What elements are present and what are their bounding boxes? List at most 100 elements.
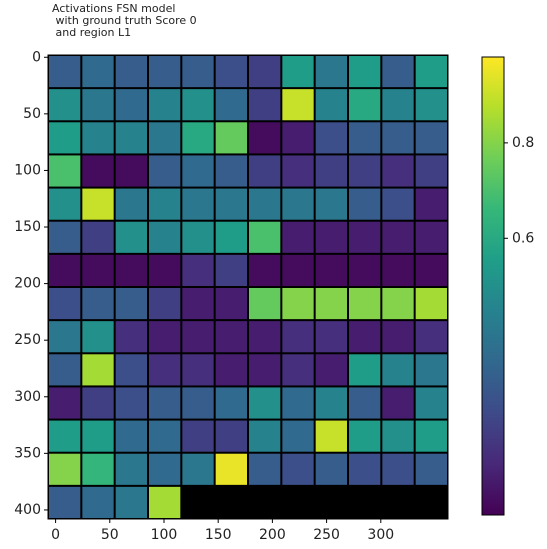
activation-tile (49, 486, 81, 518)
activation-tile (49, 89, 81, 121)
activation-tile (215, 56, 247, 88)
activation-tile (349, 122, 381, 154)
activation-tile (49, 321, 81, 353)
activation-tile (282, 420, 314, 452)
activation-tile (82, 420, 114, 452)
activation-tile (282, 155, 314, 187)
activation-tile (149, 122, 181, 154)
activation-tile (115, 354, 147, 386)
activation-tile (282, 56, 314, 88)
activation-tile (182, 354, 214, 386)
activation-tile (82, 387, 114, 419)
activation-tile (215, 387, 247, 419)
activation-tile (315, 56, 347, 88)
activation-tile (149, 288, 181, 320)
activation-tile (382, 288, 414, 320)
activation-tile (249, 155, 281, 187)
activation-tile (282, 354, 314, 386)
x-tick-label: 250 (313, 527, 340, 543)
activation-tile (182, 288, 214, 320)
activation-tile (349, 321, 381, 353)
activation-tile (349, 354, 381, 386)
activation-tile (115, 221, 147, 253)
activation-tile (215, 354, 247, 386)
activation-tile (249, 387, 281, 419)
activation-tile (382, 155, 414, 187)
activation-tile (49, 122, 81, 154)
activation-tile (282, 453, 314, 485)
activation-tile (49, 453, 81, 485)
activation-tile (349, 387, 381, 419)
activation-tile (115, 89, 147, 121)
activation-tile (282, 188, 314, 220)
activation-tile (349, 420, 381, 452)
activation-tile (149, 89, 181, 121)
y-tick-label: 100 (14, 162, 41, 178)
activation-tile (349, 89, 381, 121)
activation-tile (149, 221, 181, 253)
activation-tile (382, 188, 414, 220)
activation-tile (149, 254, 181, 286)
activation-tile (182, 56, 214, 88)
activation-tile (82, 122, 114, 154)
image-background (48, 55, 448, 519)
activation-tile (382, 221, 414, 253)
activation-tile (315, 420, 347, 452)
activation-tile (49, 221, 81, 253)
x-tick-label: 50 (101, 527, 119, 543)
activation-tile (349, 288, 381, 320)
activation-tile (282, 221, 314, 253)
activation-tile (249, 321, 281, 353)
activation-tile (182, 221, 214, 253)
colorbar (481, 56, 505, 516)
activation-tile (182, 420, 214, 452)
activation-tile (82, 188, 114, 220)
activation-tile (415, 155, 447, 187)
activation-tile (149, 420, 181, 452)
activation-tile (349, 254, 381, 286)
activation-tile (249, 254, 281, 286)
activation-tile (249, 354, 281, 386)
activation-tile (315, 387, 347, 419)
activation-tile (315, 254, 347, 286)
activation-tile (349, 155, 381, 187)
activation-tile (115, 420, 147, 452)
activation-tile (249, 221, 281, 253)
activation-tile (182, 89, 214, 121)
activation-tile (382, 254, 414, 286)
x-tick-label: 300 (367, 527, 394, 543)
activation-tile (49, 155, 81, 187)
occluder (507, 326, 547, 549)
activation-tile (49, 254, 81, 286)
activation-tile (215, 221, 247, 253)
activation-tile (115, 453, 147, 485)
y-tick-label: 50 (23, 106, 41, 122)
activation-tile (315, 321, 347, 353)
activation-tile (115, 321, 147, 353)
activation-tile (282, 387, 314, 419)
x-tick-label: 150 (205, 527, 232, 543)
activation-tile (282, 321, 314, 353)
activation-tile (149, 155, 181, 187)
activation-tile (249, 288, 281, 320)
activation-tile (382, 56, 414, 88)
activation-tile (82, 354, 114, 386)
activation-tile (82, 221, 114, 253)
activation-tile (349, 56, 381, 88)
activation-tile (415, 387, 447, 419)
colorbar-tick-label: 0.8 (512, 135, 534, 151)
activation-tile (115, 122, 147, 154)
activation-tile (182, 122, 214, 154)
activation-tile (282, 122, 314, 154)
activation-tile (315, 221, 347, 253)
activation-tile (382, 420, 414, 452)
activation-tile (115, 155, 147, 187)
y-tick-label: 0 (32, 49, 41, 65)
activation-tile (215, 89, 247, 121)
activation-tile (115, 188, 147, 220)
activation-tile (82, 155, 114, 187)
activation-tile (249, 188, 281, 220)
activation-tile (149, 486, 181, 518)
activation-tile (182, 387, 214, 419)
activation-tile (115, 486, 147, 518)
